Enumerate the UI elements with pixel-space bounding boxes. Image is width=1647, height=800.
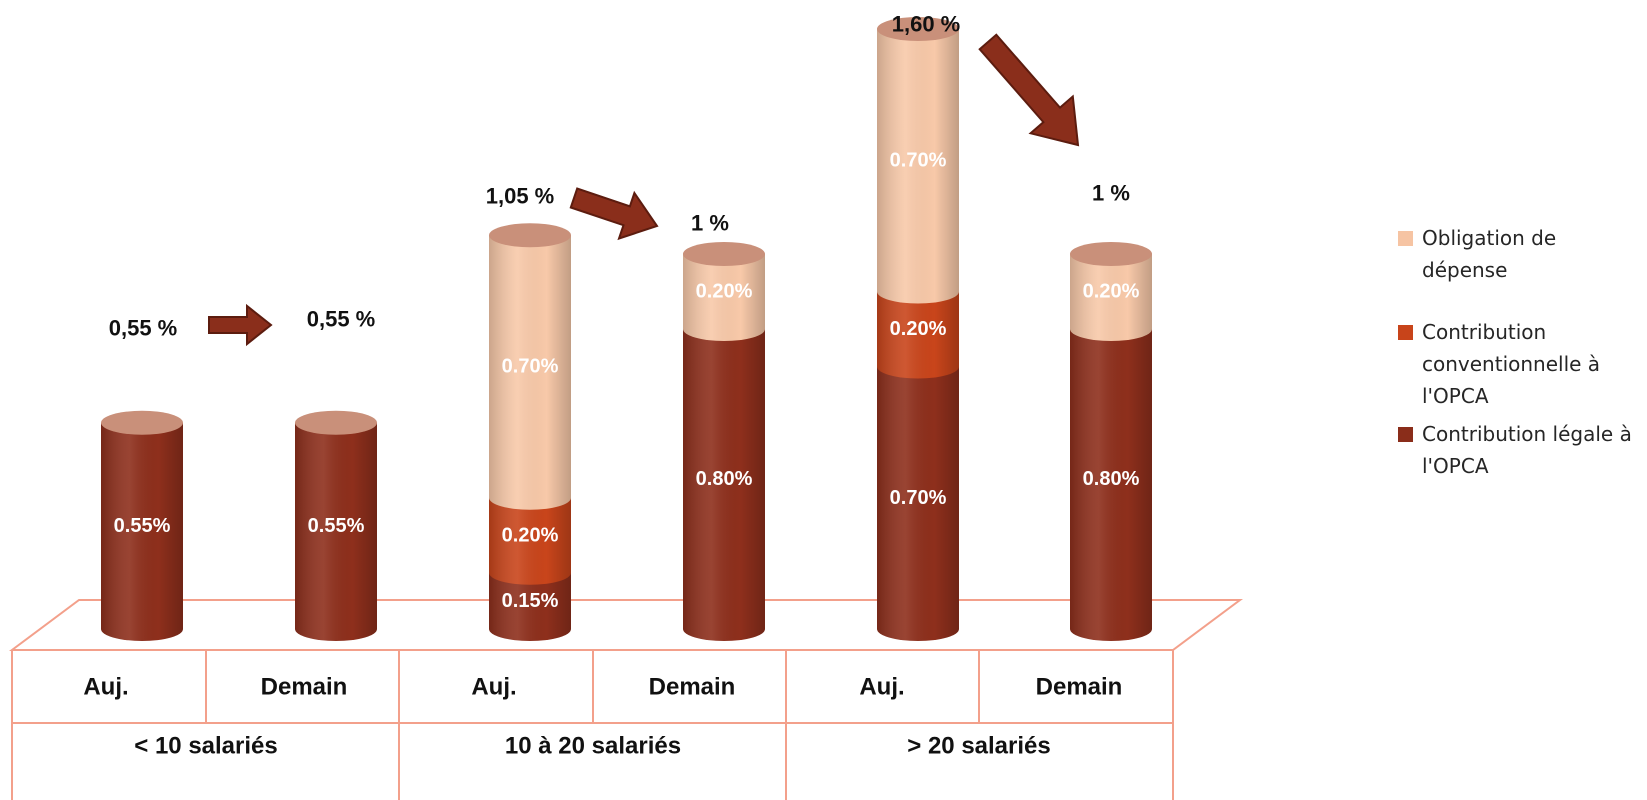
data-label: 0.15% [502,590,559,612]
trend-arrows [208,33,1080,347]
data-label: 0.80% [696,468,753,490]
bar-segment-shading [1070,254,1152,341]
cylinder-bar: 0.55% [101,410,183,641]
legend-item-contribution-legale: Contribution légale à l'OPCA [1398,418,1643,482]
cylinder-bar: 0.70% 0.20% 0.70% [877,17,959,641]
bar-segment-shading [683,329,765,641]
chart-bars: 0.55% 0.55%0.15%0.20%0.70%0.80%0.20%0.70%… [101,17,1152,641]
bar-segment-shading [101,422,183,641]
bar-top-cap [683,242,765,266]
data-label: 0.70% [890,487,947,509]
chart-floor [8,599,1244,651]
trend-arrow [208,303,273,347]
bar-segment-shading [489,497,571,585]
data-label: 0.20% [696,281,753,303]
total-label: 1 % [691,211,729,236]
legend-label: Contribution légale à l'OPCA [1422,422,1632,478]
data-label: 0.55% [114,515,171,537]
cylinder-bar: 0.80% 0.20% [683,242,765,641]
floor-plane [8,599,1244,651]
data-label: 0.80% [1083,468,1140,490]
bar-top-cap [877,17,959,41]
bar-segment-shading [877,291,959,379]
bar-segment-shading [683,254,765,341]
bar-segment-shading [1070,329,1152,641]
cylinder-bar: 0.80% 0.20% [1070,242,1152,641]
legend-swatch [1398,325,1413,340]
bar-top-cap [295,410,377,435]
data-label: 0.70% [502,356,559,378]
legend-swatch [1398,231,1413,246]
total-labels: 0,55 % 0,55 % 1,05 % 1 % 1,60 % 1 % [109,12,1130,341]
x-tick-label: Demain [261,674,348,701]
group-label: < 10 salariés [134,733,277,760]
legend-label: Obligation de dépense [1422,226,1557,282]
legend-label: Contribution conventionnelle à l'OPCA [1422,320,1601,408]
cylinder-bar: 0.55% [295,410,377,641]
bar-segment-shading [877,29,959,304]
bar-top-cap [1070,242,1152,266]
total-label: 1 % [1092,181,1130,206]
x-tick-label: Auj. [859,674,904,701]
group-label: 10 à 20 salariés [505,733,681,760]
total-label: 0,55 % [109,316,178,341]
data-label: 0.20% [890,318,947,340]
data-label: 0.20% [502,524,559,546]
bar-segment-shading [877,366,959,641]
data-label: 0.55% [308,515,365,537]
bar-segment-shading [295,422,377,641]
bar-segment-shading [489,572,571,641]
legend-swatch [1398,427,1413,442]
x-tick-label: Demain [1036,674,1123,701]
x-tick-label: Auj. [471,674,516,701]
trend-arrow [978,33,1080,147]
bar-segment-shading [489,235,571,510]
data-label: 0.20% [1083,281,1140,303]
total-label: 1,60 % [892,12,961,37]
bar-top-cap [489,223,571,248]
group-label: > 20 salariés [907,733,1050,760]
total-label: 0,55 % [307,307,376,332]
x-tick-label: Auj. [83,674,128,701]
trend-arrow [569,187,659,241]
data-label: 0.70% [890,149,947,171]
bar-top-cap [101,410,183,435]
cylinder-bar: 0.15% 0.20% 0.70% [489,223,571,641]
x-tick-label: Demain [649,674,736,701]
total-label: 1,05 % [486,184,555,209]
category-axis-table: Auj. Demain Auj. Demain Auj. Demain < 10 salar… [11,650,1174,800]
legend-item-obligation-depense: Obligation de dépense [1398,222,1643,286]
legend-item-contribution-conventionnelle: Contribution conventionnelle à l'OPCA [1398,316,1643,412]
